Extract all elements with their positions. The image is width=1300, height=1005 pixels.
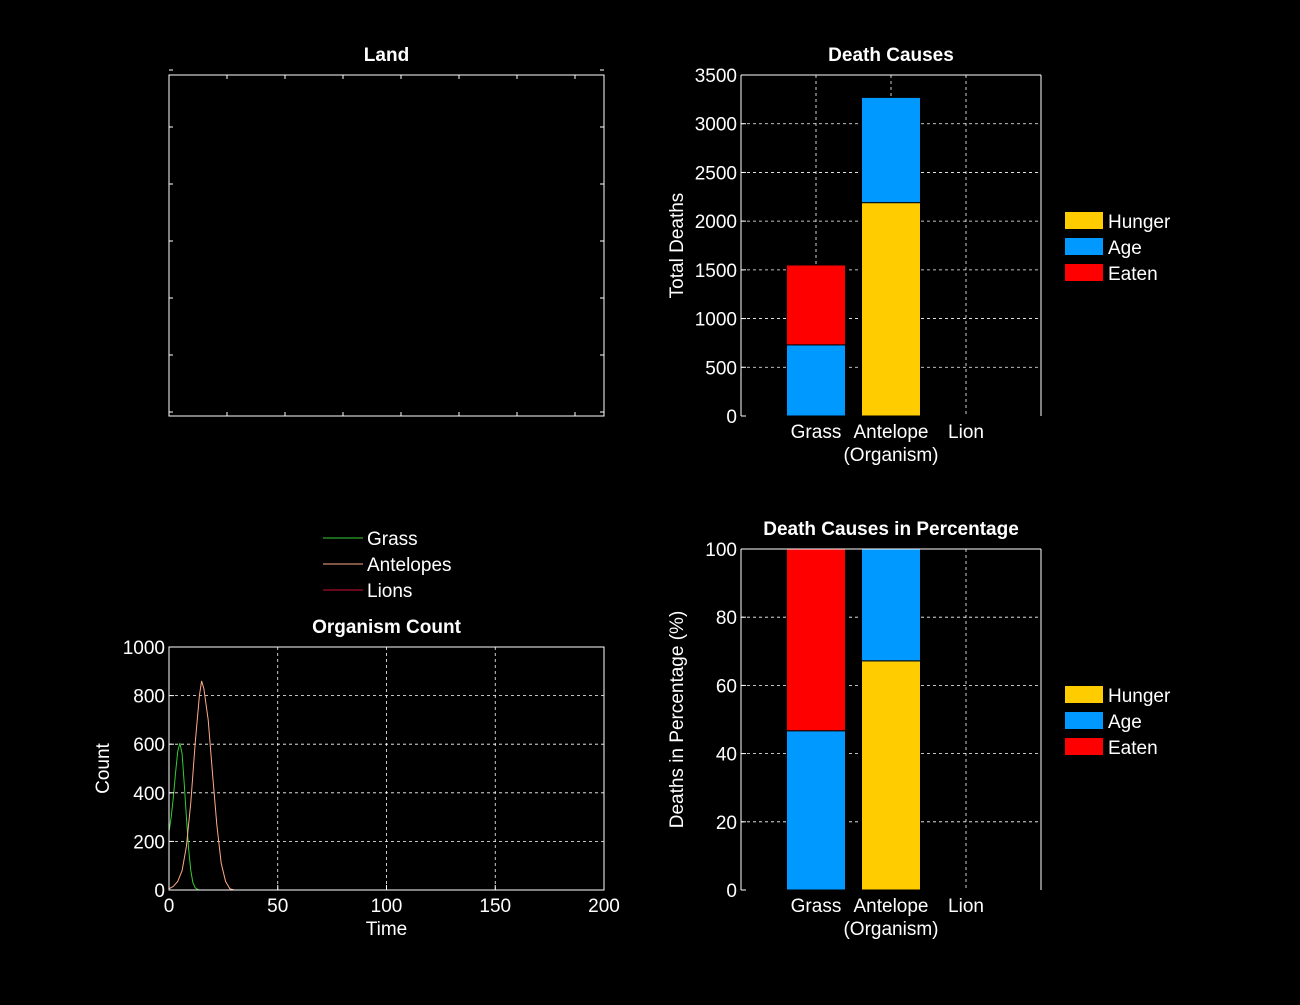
y-tick-label: 0	[726, 881, 737, 902]
legend-swatch-hunger	[1065, 686, 1103, 703]
x-axis-label: (Organism)	[843, 919, 938, 940]
y-tick-label: 2000	[695, 212, 737, 233]
y-tick-label: 0	[726, 407, 737, 428]
series-line-grass	[168, 742, 202, 891]
legend-label-hunger: Hunger	[1108, 212, 1171, 233]
legend-label-lions: Lions	[367, 581, 412, 602]
chart-title: Organism Count	[312, 617, 462, 638]
legend-swatch-eaten	[1065, 264, 1103, 281]
bar-age-antelope	[861, 96, 921, 204]
y-tick-label: 40	[716, 745, 737, 766]
x-tick-label: Grass	[791, 896, 842, 917]
x-axis-label: Time	[366, 919, 408, 940]
y-tick-label: 60	[716, 676, 737, 697]
plot-area-frame	[168, 74, 605, 417]
y-tick-label: 3000	[695, 115, 737, 136]
x-tick-label: 150	[479, 896, 511, 917]
legend-swatch-eaten	[1065, 738, 1103, 755]
legend-label-antelopes: Antelopes	[367, 555, 452, 576]
x-tick-label: Grass	[791, 422, 842, 443]
legend-swatch-age	[1065, 238, 1103, 255]
y-tick-label: 400	[133, 784, 165, 805]
axes-organism_count: Organism Count 0 200 400 600 800 1000 0 50 100 150…	[93, 529, 620, 940]
legend-swatch-age	[1065, 712, 1103, 729]
x-tick-label: 200	[588, 896, 620, 917]
y-axis-label: Total Deaths	[667, 193, 688, 299]
x-tick-label: 50	[267, 896, 288, 917]
x-axis-label: (Organism)	[843, 445, 938, 466]
bar-age-antelope	[861, 548, 921, 662]
x-tick-label: 100	[371, 896, 403, 917]
x-tick-label: Antelope	[853, 896, 928, 917]
y-tick-label: 3500	[695, 66, 737, 87]
axes-death_causes: Death Causes 0 500 1000 1500 2000 2500 3000 3500…	[667, 45, 1171, 466]
axes-land: Land	[168, 45, 605, 417]
bar-eaten-grass	[786, 264, 846, 346]
bar-age-grass	[786, 344, 846, 417]
y-tick-label: 500	[705, 358, 737, 379]
x-tick-label: Lion	[948, 422, 984, 443]
chart-title: Land	[364, 45, 409, 66]
y-axis-label: Count	[93, 742, 114, 793]
x-tick-label: Lion	[948, 896, 984, 917]
y-axis-label: Deaths in Percentage (%)	[667, 611, 688, 829]
y-tick-label: 100	[705, 540, 737, 561]
y-tick-label: 1000	[695, 310, 737, 331]
legend-label-age: Age	[1108, 712, 1142, 733]
chart-title: Death Causes in Percentage	[763, 519, 1019, 540]
legend-swatch-hunger	[1065, 212, 1103, 229]
y-tick-label: 800	[133, 687, 165, 708]
legend-label-hunger: Hunger	[1108, 686, 1171, 707]
y-tick-label: 1500	[695, 261, 737, 282]
x-tick-label: 0	[164, 896, 175, 917]
series-line-antelopes	[168, 680, 235, 891]
y-tick-label: 200	[133, 832, 165, 853]
y-tick-label: 20	[716, 813, 737, 834]
legend-label-eaten: Eaten	[1108, 738, 1158, 759]
y-tick-label: 1000	[123, 638, 165, 659]
legend-label-eaten: Eaten	[1108, 264, 1158, 285]
bar-hunger-antelope	[861, 660, 921, 891]
y-tick-label: 0	[154, 881, 165, 902]
y-tick-label: 600	[133, 735, 165, 756]
chart-title: Death Causes	[828, 45, 954, 66]
legend-label-age: Age	[1108, 238, 1142, 259]
legend-label-grass: Grass	[367, 529, 418, 550]
x-tick-label: Antelope	[853, 422, 928, 443]
y-tick-label: 2500	[695, 163, 737, 184]
bar-hunger-antelope	[861, 202, 921, 417]
bar-eaten-grass	[786, 548, 846, 732]
y-tick-label: 80	[716, 608, 737, 629]
axes-death_causes_pct: Death Causes in Percentage 0 20 40 60 80 100 Gr…	[667, 519, 1171, 940]
bar-age-grass	[786, 730, 846, 891]
